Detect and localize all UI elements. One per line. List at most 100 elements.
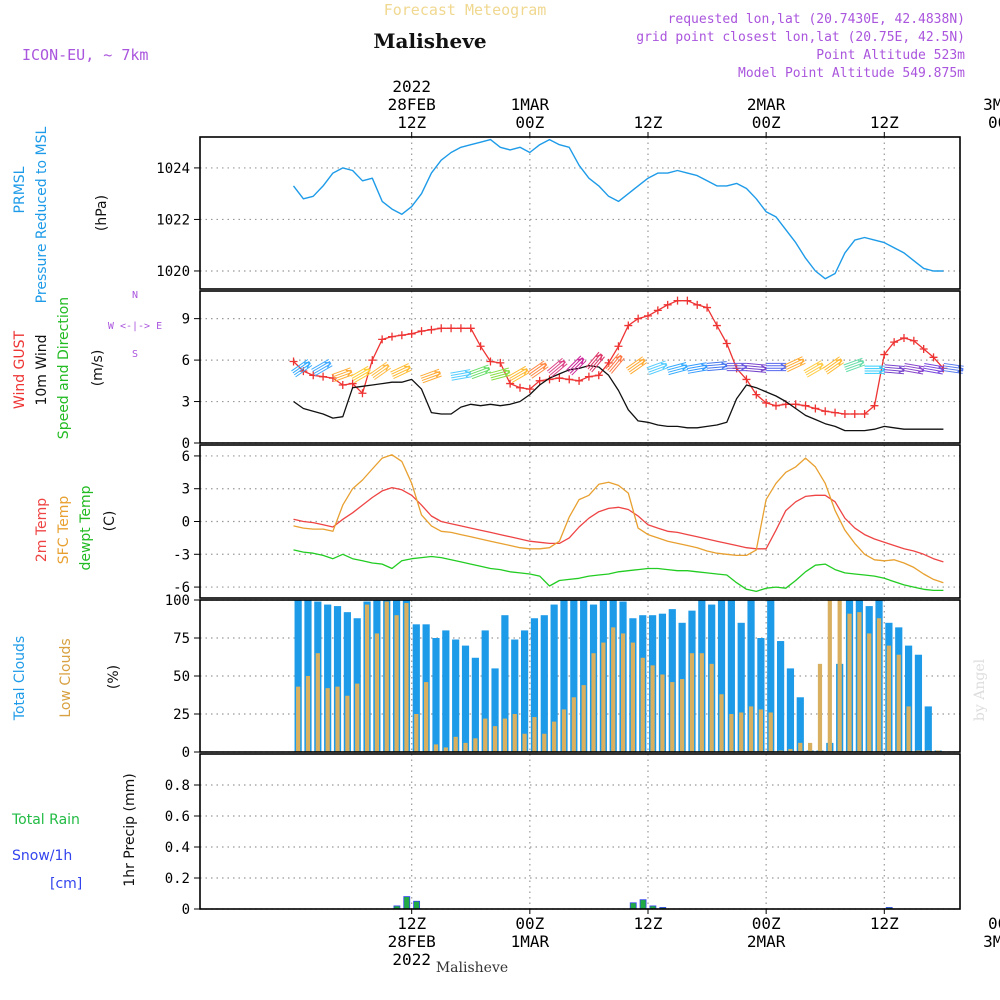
bottom-time-label: 2022 xyxy=(392,950,431,969)
arrow-shaft xyxy=(746,362,767,366)
location-title: Malisheve xyxy=(373,29,486,53)
wind-direction-arrow xyxy=(566,355,587,376)
low-cloud-bar xyxy=(394,615,399,752)
arrow-shaft xyxy=(605,353,620,370)
total-cloud-bar xyxy=(501,615,509,752)
y-tick-label: 100 xyxy=(165,593,190,609)
total-cloud-bar xyxy=(412,624,420,752)
total-cloud-bar xyxy=(668,609,676,752)
clouds-panel: 0 25 50 75 100 xyxy=(165,593,960,761)
low-cloud-bar xyxy=(483,718,488,752)
low-cloud-bar xyxy=(689,653,695,752)
bottom-time-label: 00Z xyxy=(988,914,1000,933)
arrow-head xyxy=(464,370,472,378)
gust-marker xyxy=(653,306,662,315)
arrow-shaft xyxy=(489,367,509,374)
arrow-shaft xyxy=(551,363,568,378)
temp2m-label: 2m Temp xyxy=(34,498,50,562)
arrow-shaft xyxy=(295,364,313,378)
bottom-time-label: 12Z xyxy=(634,914,663,933)
arrow-shaft xyxy=(566,355,582,371)
low-cloud-bar xyxy=(847,613,852,752)
low-cloud-bar xyxy=(680,679,685,752)
y-tick-label: 75 xyxy=(173,631,190,647)
pressure-label-long: Pressure Reduced to MSL xyxy=(34,126,50,303)
arrow-shaft xyxy=(420,368,440,377)
top-time-label: 1MAR xyxy=(511,95,550,114)
low-cloud-bar xyxy=(552,721,557,752)
gust-marker xyxy=(476,342,485,351)
gust-marker xyxy=(712,321,721,330)
arrow-shaft xyxy=(331,367,351,376)
gust-marker xyxy=(624,321,633,330)
arrow-shaft xyxy=(369,361,387,375)
gust-marker xyxy=(811,404,820,413)
gust-marker xyxy=(535,376,544,385)
bottom-time-label: 00Z xyxy=(752,914,781,933)
y-tick-label: 1022 xyxy=(156,212,190,228)
gust-marker xyxy=(831,408,840,417)
gust-marker xyxy=(427,325,436,334)
wind-direction-arrow xyxy=(726,362,748,372)
wind-direction-arrow xyxy=(489,367,511,381)
pressure-line xyxy=(292,138,944,280)
low-cloud-bar xyxy=(532,717,537,752)
clouds-axis-label: Total Clouds Low Clouds (%) xyxy=(12,636,122,721)
bottom-time-label: 12Z xyxy=(870,914,899,933)
gust-marker xyxy=(801,401,810,410)
gust-marker xyxy=(447,324,456,333)
arrow-shaft xyxy=(450,369,471,374)
low-cloud-bar xyxy=(296,686,301,752)
low-clouds-label: Low Clouds xyxy=(58,638,74,717)
bottom-time-label: 12Z xyxy=(397,914,426,933)
arrow-head xyxy=(741,363,748,371)
arrow-shaft xyxy=(374,367,392,381)
total-cloud-bar xyxy=(432,638,440,752)
compass-north: N xyxy=(132,290,138,301)
clouds-unit: (%) xyxy=(106,665,122,689)
low-cloud-bar xyxy=(463,742,468,752)
low-cloud-bar xyxy=(522,733,527,752)
y-tick-label: -6 xyxy=(173,580,190,596)
y-tick-label: 0.4 xyxy=(165,840,190,856)
gust-marker xyxy=(358,389,367,398)
gust-marker xyxy=(880,350,889,359)
wind-direction-arrow xyxy=(686,362,708,374)
gust-marker xyxy=(437,324,446,333)
total-cloud-bar xyxy=(570,600,578,752)
low-cloud-bar xyxy=(906,706,911,752)
bottom-time-label: 28FEB xyxy=(388,932,436,951)
gust-marker xyxy=(742,375,751,384)
low-cloud-bar xyxy=(758,709,763,752)
top-time-label: 00Z xyxy=(752,113,781,132)
wind-direction-arrow xyxy=(291,359,313,378)
wind-direction-arrow xyxy=(331,367,354,382)
rain-bar xyxy=(413,900,421,910)
low-cloud-bar xyxy=(443,747,448,752)
total-cloud-bar xyxy=(767,600,775,752)
gust-marker xyxy=(909,336,918,345)
total-cloud-bar xyxy=(540,615,548,752)
low-cloud-bar xyxy=(453,736,458,752)
gust-marker xyxy=(565,375,574,384)
arrow-shaft xyxy=(924,362,945,368)
low-cloud-bar xyxy=(581,685,586,752)
gust-marker xyxy=(693,300,702,309)
wind-label: 10m Wind xyxy=(34,334,50,405)
arrow-head xyxy=(345,369,353,377)
low-cloud-bar xyxy=(729,714,734,752)
gust-marker xyxy=(584,372,593,381)
low-cloud-bar xyxy=(364,604,370,752)
arrow-shaft xyxy=(904,362,925,368)
low-cloud-bar xyxy=(857,612,862,752)
low-cloud-bar xyxy=(404,603,409,752)
panel-frames xyxy=(199,132,961,914)
low-cloud-bar xyxy=(384,601,389,752)
arrow-shaft xyxy=(668,368,689,376)
arrow-head xyxy=(857,359,865,367)
low-cloud-bar xyxy=(601,642,606,752)
gust-marker xyxy=(417,327,426,336)
bottom-time-label: 00Z xyxy=(515,914,544,933)
model-label: ICON-EU, ~ 7km xyxy=(22,46,148,64)
wind-direction-arrow xyxy=(605,353,625,374)
